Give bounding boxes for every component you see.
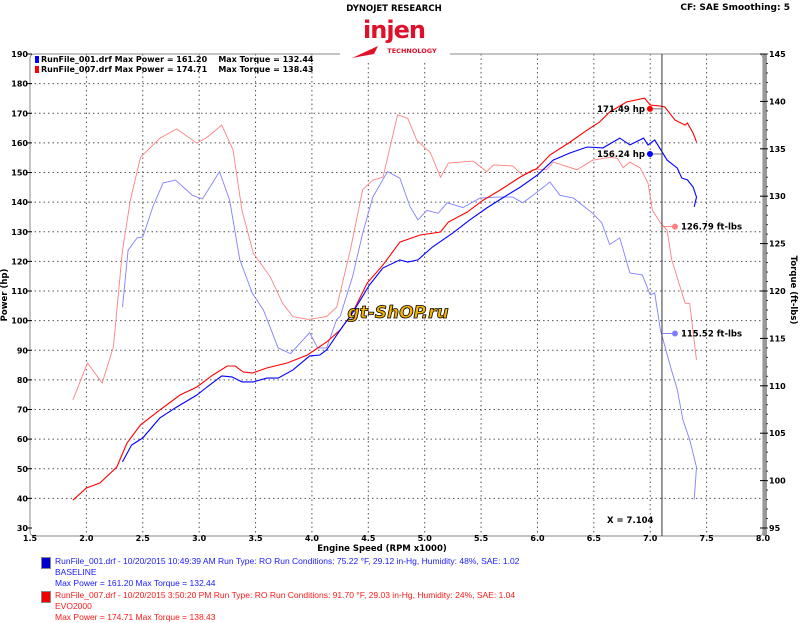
annotation-marker[interactable] [671, 330, 678, 337]
annotation-marker[interactable] [646, 151, 653, 158]
x-tick-label: 6.0 [530, 534, 545, 543]
legend-file: RunFile_007.drf Max Power = 174.71 [41, 65, 208, 74]
y-tick-label: 100 [11, 317, 28, 326]
y2-tick-label: 140 [769, 97, 786, 106]
grid [30, 54, 763, 536]
run-name: EVO2000 [55, 601, 92, 611]
y-tick-label: 190 [11, 50, 28, 59]
series-line [72, 97, 698, 501]
axis-ticks: 1.5 2.0 2.5 3.0 3.5 4.0 4.5 5.0 5.5 6.0 6.5 7.0 7.5 8… [11, 50, 786, 543]
y2-axis-label: Torque (ft-lbs) [788, 256, 798, 325]
y-tick-label: 50 [17, 465, 29, 474]
y-tick-label: 160 [11, 139, 28, 148]
settings-text: CF: SAE Smoothing: 5 [680, 3, 790, 13]
y-tick-label: 130 [11, 228, 28, 237]
right-axis-bar [763, 54, 767, 536]
run-details: RunFile_001.drf - 10/20/2015 10:49:39 AM… [55, 556, 520, 566]
run-swatch-icon[interactable] [41, 591, 51, 603]
y-tick-label: 70 [17, 406, 29, 415]
x-tick-label: 8.0 [756, 534, 771, 543]
x-tick-label: 2.0 [79, 534, 94, 543]
injen-logo: injen [363, 16, 425, 44]
annotations: 171.49 hp 156.24 hp 126.79 ft-lbs 115.52 ft… [597, 105, 742, 340]
y2-tick-label: 135 [769, 145, 786, 154]
legend-torque: Max Torque = 138.43 [218, 65, 314, 74]
brand-text: DYNOJET RESEARCH [346, 4, 441, 14]
run-legend-baseline: RunFile_001.drf - 10/20/2015 10:49:39 AM… [55, 556, 519, 589]
y-tick-label: 40 [17, 494, 29, 503]
y2-tick-label: 145 [769, 50, 786, 59]
top-legend-row: RunFile_001.drf Max Power = 161.20 Max T… [35, 55, 313, 64]
x-tick-label: 6.5 [587, 534, 602, 543]
y2-tick-label: 100 [769, 477, 786, 486]
cursor-label: X = 7.104 [607, 516, 654, 526]
y-axis-label: Power (hp) [0, 269, 10, 322]
run-details: RunFile_007.drf - 10/20/2015 3:50:20 PM … [55, 590, 516, 600]
x-tick-label: 2.5 [136, 534, 151, 543]
legend-torque: Max Torque = 132.44 [218, 55, 314, 64]
x-tick-label: 7.5 [700, 534, 715, 543]
annotation-label: 156.24 hp [597, 150, 645, 160]
x-axis-label: Engine Speed (RPM x1000) [317, 544, 447, 554]
x-tick-label: 7.0 [643, 534, 658, 543]
plot-frame [29, 53, 764, 537]
annotation-marker[interactable] [671, 223, 678, 230]
x-tick-label: 5.0 [418, 534, 433, 543]
y2-tick-label: 130 [769, 192, 786, 201]
injen-logo-sub: TECHNOLOGY [387, 47, 437, 55]
run-max: Max Power = 161.20 Max Torque = 132.44 [55, 578, 216, 588]
x-tick-label: 5.5 [474, 534, 489, 543]
series-line [122, 170, 697, 500]
run-max: Max Power = 174.71 Max Torque = 138.43 [55, 612, 216, 622]
x-tick-label: 3.5 [248, 534, 263, 543]
injen-logo-swoosh [352, 46, 378, 58]
y2-tick-label: 95 [769, 524, 781, 533]
series-line [122, 137, 698, 463]
annotation-label: 126.79 ft-lbs [681, 223, 742, 233]
x-tick-label: 4.5 [361, 534, 376, 543]
annotation-label: 171.49 hp [597, 105, 645, 115]
y-tick-label: 140 [11, 198, 28, 207]
legend-file: RunFile_001.drf Max Power = 161.20 [41, 55, 208, 64]
x-tick-label: 4.0 [305, 534, 320, 543]
annotation-marker[interactable] [646, 105, 653, 112]
y-tick-label: 80 [17, 376, 29, 385]
y-tick-label: 110 [11, 287, 28, 296]
y2-tick-label: 120 [769, 287, 786, 296]
run-name: BASELINE [55, 567, 97, 577]
legend-marker-icon [35, 56, 39, 63]
y-tick-label: 120 [11, 257, 28, 266]
series-lines [72, 97, 698, 501]
annotation-label: 115.52 ft-lbs [681, 329, 742, 339]
y-tick-label: 180 [11, 80, 28, 89]
y-tick-label: 150 [11, 169, 28, 178]
x-tick-label: 1.5 [23, 534, 38, 543]
y-tick-label: 30 [17, 524, 29, 533]
series-line [72, 114, 697, 401]
top-legend-row: RunFile_007.drf Max Power = 174.71 Max T… [35, 65, 313, 74]
y2-tick-label: 115 [769, 334, 786, 343]
watermark-logo: gt-ShOP.ru [347, 303, 448, 323]
y-tick-label: 90 [17, 346, 29, 355]
y-tick-label: 170 [11, 109, 28, 118]
legend-marker-icon [35, 66, 39, 73]
y2-tick-label: 125 [769, 240, 786, 249]
run-swatch-icon[interactable] [41, 557, 51, 569]
y2-tick-label: 110 [769, 382, 786, 391]
run-legend-evo2000: RunFile_007.drf - 10/20/2015 3:50:20 PM … [55, 590, 515, 623]
y2-tick-label: 105 [769, 429, 786, 438]
y-tick-label: 60 [17, 435, 29, 444]
x-tick-label: 3.0 [192, 534, 207, 543]
